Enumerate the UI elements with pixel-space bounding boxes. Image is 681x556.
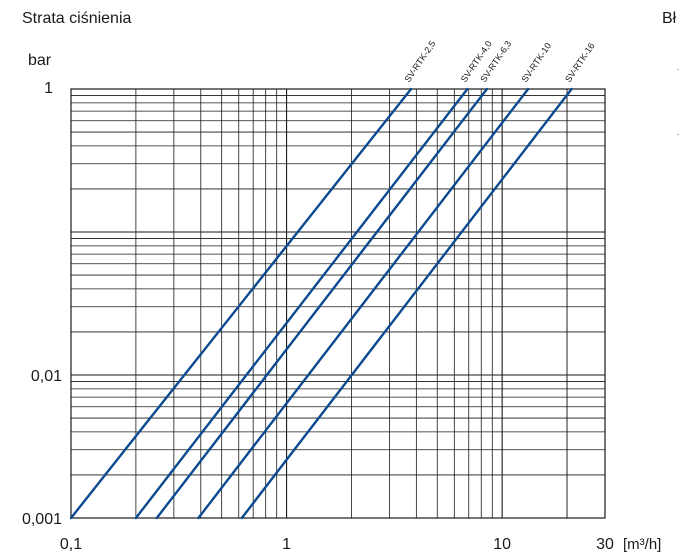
- plot-border: [70, 88, 606, 519]
- edge-mark: .: [677, 63, 679, 72]
- chart-title: Strata ciśnienia: [22, 10, 132, 27]
- series-line-sv-rtk-16: [240, 87, 573, 520]
- clipped-adjacent-chart-title: Bł: [662, 10, 677, 27]
- series-label-sv-rtk-2-5: SV-RTK-2,5: [402, 39, 437, 84]
- edge-mark: .: [677, 128, 679, 137]
- x-tick-label: 1: [282, 536, 291, 553]
- y-tick-label: 1: [44, 80, 53, 97]
- x-axis-unit-label: [m³/h]: [623, 536, 661, 553]
- series-line-sv-rtk-10: [197, 87, 530, 520]
- chart-series: [69, 87, 573, 520]
- series-line-sv-rtk-2-5: [69, 87, 413, 520]
- series-label-sv-rtk-10: SV-RTK-10: [520, 41, 554, 84]
- y-tick-label: 0,001: [22, 511, 62, 528]
- series-label-sv-rtk-16: SV-RTK-16: [563, 41, 597, 84]
- y-tick-label: 0,01: [31, 368, 62, 385]
- chart-labels: SV-RTK-2,5 SV-RTK-4,0SV-RTK-6,3 SV-RTK-10 S…: [22, 39, 679, 553]
- x-tick-label: 10: [493, 536, 511, 553]
- x-tick-label: 30: [596, 536, 614, 553]
- plot-frame: [70, 88, 606, 519]
- chart-grid: [71, 89, 605, 518]
- x-tick-label: 0,1: [60, 536, 82, 553]
- series-line-sv-rtk-6-3: [155, 87, 489, 520]
- y-axis-unit-label: bar: [28, 52, 52, 69]
- series-line-sv-rtk-4-0: [134, 87, 469, 520]
